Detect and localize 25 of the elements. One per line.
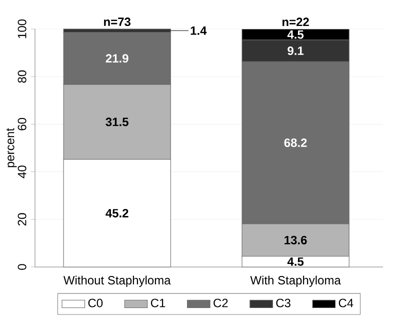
data-label: 21.9 bbox=[106, 54, 128, 63]
y-tick-label: 0 bbox=[18, 264, 26, 270]
y-tick-label: 40 bbox=[18, 166, 26, 178]
data-label: 9.1 bbox=[288, 46, 304, 56]
x-tick-label: With Staphyloma bbox=[250, 276, 341, 287]
y-tick-label: 80 bbox=[18, 70, 26, 83]
data-label: 4.5 bbox=[287, 30, 304, 39]
annotation: n=22 bbox=[282, 18, 309, 26]
legend-label: C4 bbox=[338, 298, 354, 308]
data-label: 45.2 bbox=[106, 208, 128, 218]
legend-label: C2 bbox=[214, 298, 228, 308]
legend-label: C0 bbox=[88, 298, 103, 308]
y-tick-label: 60 bbox=[18, 118, 26, 130]
y-axis-title: percent bbox=[6, 128, 17, 168]
y-tick-label: 20 bbox=[18, 213, 26, 226]
legend-label: C3 bbox=[276, 298, 290, 308]
data-label: 4.5 bbox=[287, 257, 304, 266]
x-tick-label: Without Staphyloma bbox=[63, 276, 171, 287]
legend-label: C1 bbox=[150, 298, 166, 308]
data-label: 13.6 bbox=[284, 236, 307, 244]
data-label: 1.4 bbox=[190, 26, 207, 35]
annotation: n=73 bbox=[104, 18, 130, 26]
y-tick-label: 100 bbox=[18, 19, 26, 38]
data-label: 68.2 bbox=[284, 138, 307, 148]
data-label: 31.5 bbox=[106, 118, 128, 126]
